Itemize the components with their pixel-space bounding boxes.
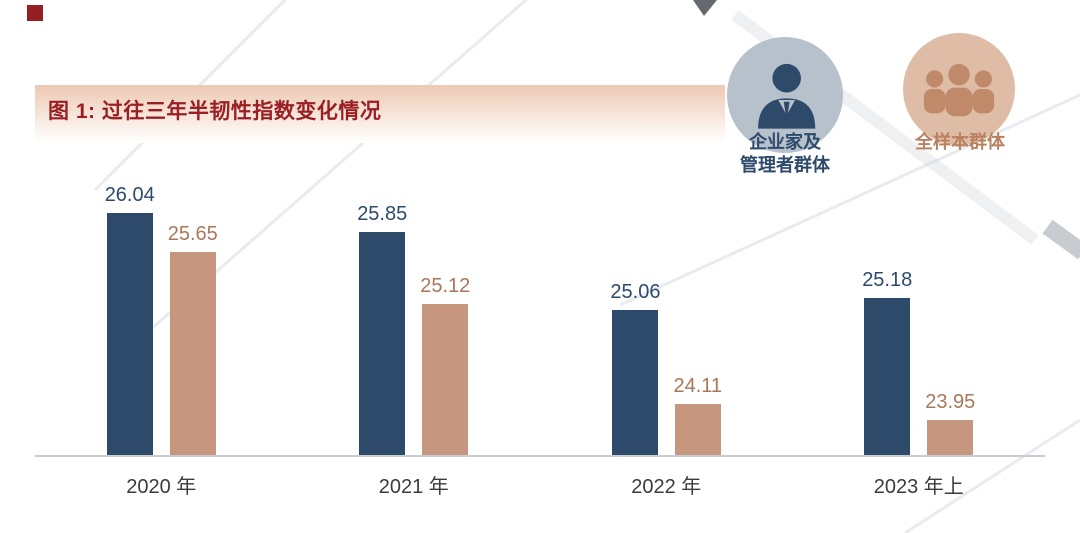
value-label: 25.12 bbox=[420, 275, 471, 298]
legend-entrepreneurs-label-line2: 管理者群体 bbox=[740, 155, 830, 175]
legend-full-sample-label: 全样本群体 bbox=[880, 131, 1040, 154]
bar-column: 25.18 bbox=[862, 269, 912, 455]
bar-column: 24.11 bbox=[673, 375, 722, 455]
bar-chart: 26.04 25.65 25.85 25.12 25.06 24.11 25.18 23.95… bbox=[35, 184, 1046, 499]
bar-column: 25.85 bbox=[357, 203, 407, 455]
bar-column: 25.12 bbox=[420, 275, 470, 455]
legend-entrepreneurs-label: 企业家及 管理者群体 bbox=[705, 131, 865, 177]
bar bbox=[927, 420, 974, 455]
bar bbox=[612, 310, 659, 455]
category-label: 2021 年 bbox=[378, 476, 449, 498]
legend-full-sample-label-text: 全样本群体 bbox=[915, 132, 1005, 152]
bar bbox=[674, 404, 721, 455]
title-banner: 图 1: 过往三年半韧性指数变化情况 bbox=[35, 85, 725, 143]
corner-accent-square bbox=[27, 5, 43, 21]
people-group-icon bbox=[923, 63, 995, 117]
value-label: 25.65 bbox=[167, 222, 218, 245]
plot-area: 26.04 25.65 25.85 25.12 25.06 24.11 25.18 23.95 bbox=[35, 184, 1046, 457]
value-label: 23.95 bbox=[925, 391, 976, 414]
pen-tip-shape bbox=[693, 0, 717, 16]
businessman-icon bbox=[758, 63, 816, 129]
bar bbox=[106, 212, 153, 455]
bar-column: 26.04 bbox=[105, 184, 155, 455]
bar bbox=[359, 231, 406, 455]
value-label: 24.11 bbox=[673, 375, 723, 398]
bar-column: 25.06 bbox=[610, 281, 660, 455]
legend-entrepreneurs-label-line1: 企业家及 bbox=[749, 132, 821, 152]
bar bbox=[864, 298, 911, 455]
legend-full-sample-circle bbox=[903, 33, 1015, 145]
bar-group: 25.06 24.11 bbox=[540, 281, 793, 455]
bar-group: 25.18 23.95 bbox=[793, 269, 1046, 455]
category-label: 2023 年上 bbox=[873, 476, 964, 498]
category-label: 2022 年 bbox=[631, 476, 702, 498]
value-label: 25.85 bbox=[357, 202, 408, 225]
x-axis-labels: 2020 年 2021 年 2022 年 2023 年上 bbox=[35, 470, 1045, 499]
category-label: 2020 年 bbox=[126, 476, 197, 498]
chart-title: 图 1: 过往三年半韧性指数变化情况 bbox=[48, 100, 382, 123]
value-label: 25.18 bbox=[862, 269, 913, 292]
legend-entrepreneurs-circle bbox=[727, 37, 843, 153]
bar bbox=[169, 251, 216, 455]
bar-column: 23.95 bbox=[925, 391, 975, 455]
bar-group: 26.04 25.65 bbox=[35, 184, 288, 455]
value-label: 25.06 bbox=[610, 281, 661, 304]
bar bbox=[422, 304, 469, 455]
bar-column: 25.65 bbox=[168, 223, 218, 455]
value-label: 26.04 bbox=[104, 183, 155, 206]
bar-group: 25.85 25.12 bbox=[288, 203, 541, 455]
